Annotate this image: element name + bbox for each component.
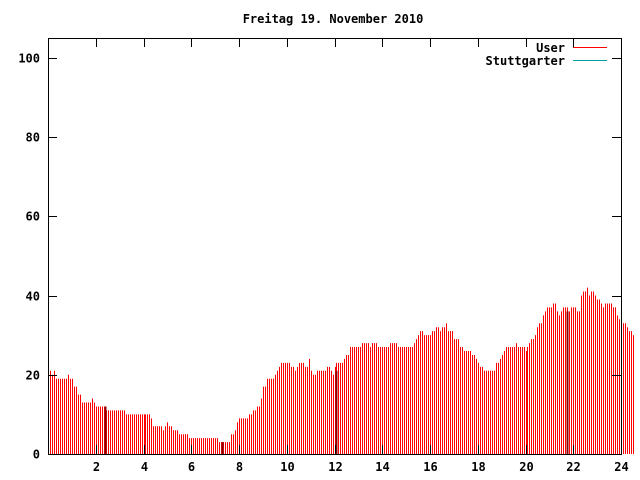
x-tick-label: 14 <box>375 460 389 474</box>
x-tick-label: 2 <box>93 460 100 474</box>
y-tick-label: 100 <box>18 52 40 66</box>
y-tick-label: 0 <box>33 448 40 462</box>
x-tick-label: 8 <box>236 460 243 474</box>
y-tick-label: 80 <box>26 131 40 145</box>
highlight-bar-3 <box>566 311 569 454</box>
highlight-bar-2 <box>335 370 338 454</box>
x-tick-label: 22 <box>566 460 580 474</box>
x-tick-label: 18 <box>471 460 485 474</box>
x-tick-label: 10 <box>280 460 294 474</box>
x-tick-label: 20 <box>519 460 533 474</box>
y-tick-label: 40 <box>26 290 40 304</box>
highlight-bar-1 <box>221 442 224 454</box>
highlight-bar-0 <box>104 406 107 454</box>
x-tick-label: 4 <box>141 460 148 474</box>
highlight-bars-layer <box>104 311 569 454</box>
bars-layer <box>48 287 634 454</box>
x-tick-label: 12 <box>328 460 342 474</box>
x-tick-label: 16 <box>423 460 437 474</box>
chart-title: Freitag 19. November 2010 <box>243 12 424 26</box>
y-tick-label: 20 <box>26 369 40 383</box>
x-tick-label: 6 <box>188 460 195 474</box>
legend-label-stuttgarter: Stuttgarter <box>486 54 565 68</box>
x-tick-label: 24 <box>614 460 628 474</box>
y-tick-label: 60 <box>26 210 40 224</box>
y-axis: 0 20 40 60 80 100 <box>18 52 621 462</box>
x-axis: 2 4 6 8 10 12 14 16 18 20 22 24 <box>93 38 629 474</box>
legend-label-user: User <box>536 41 565 55</box>
